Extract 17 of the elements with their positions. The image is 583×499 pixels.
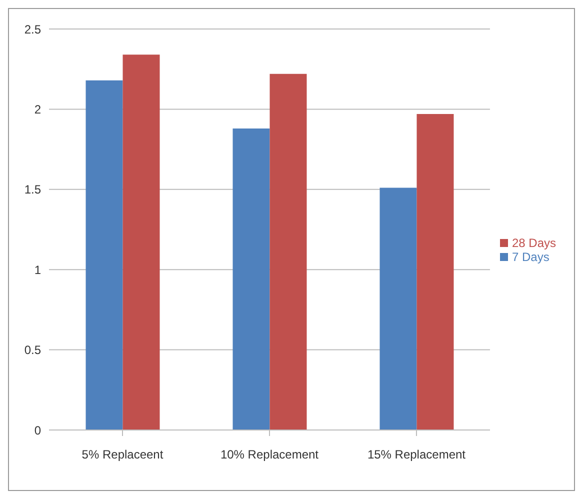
legend-label: 7 Days bbox=[512, 250, 550, 264]
bar bbox=[86, 80, 123, 430]
bar bbox=[416, 114, 454, 430]
bar bbox=[380, 188, 417, 430]
y-tick-label: 2 bbox=[34, 102, 42, 116]
x-tick-label: 15% Replacement bbox=[367, 448, 466, 462]
bar bbox=[232, 128, 270, 430]
legend-label: 28 Days bbox=[512, 236, 556, 250]
bar bbox=[270, 74, 307, 430]
y-tick-label: 0.5 bbox=[24, 343, 42, 358]
x-tick-label: 5% Replaceent bbox=[82, 448, 164, 462]
bar bbox=[122, 54, 160, 430]
y-tick-label: 0 bbox=[34, 423, 42, 438]
x-tick-label: 10% Replacement bbox=[220, 448, 320, 462]
y-tick-label: 2.5 bbox=[24, 22, 42, 36]
y-tick-label: 1.5 bbox=[24, 182, 42, 197]
y-tick-label: 1 bbox=[34, 262, 42, 277]
